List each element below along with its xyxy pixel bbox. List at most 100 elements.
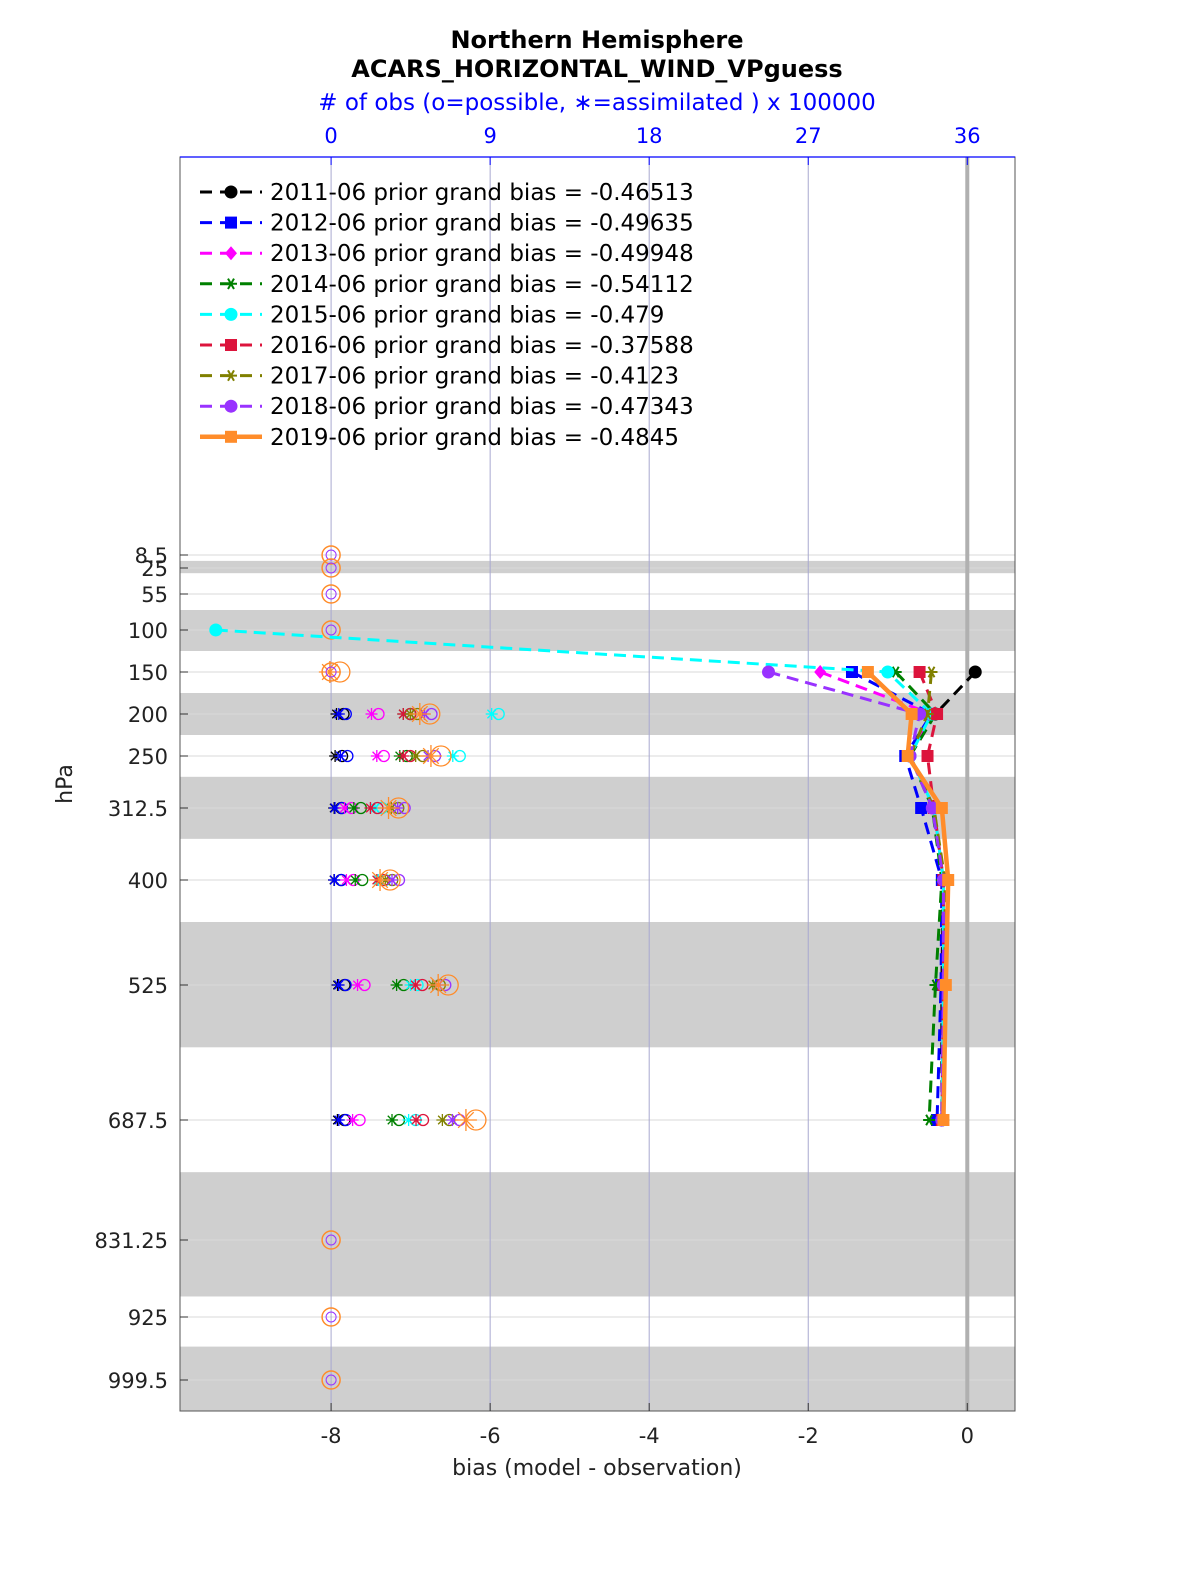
empty-obs-inner-marker bbox=[325, 562, 337, 574]
assimilated-obs-marker bbox=[351, 979, 364, 991]
series-point bbox=[209, 623, 223, 637]
top-tick-label: 9 bbox=[483, 124, 496, 148]
series-point bbox=[881, 665, 895, 679]
legend-label: 2013-06 prior grand bias = -0.49948 bbox=[270, 241, 694, 267]
y-tick-label: 25 bbox=[141, 557, 168, 581]
assimilated-obs-marker bbox=[485, 708, 498, 720]
series-point bbox=[923, 1114, 936, 1126]
assimilated-obs-marker bbox=[347, 802, 360, 814]
empty-obs-outer-marker bbox=[321, 545, 341, 565]
y-tick-label: 55 bbox=[141, 583, 168, 607]
series-point bbox=[921, 708, 934, 720]
series-point bbox=[915, 802, 928, 814]
assimilated-obs-marker bbox=[427, 974, 450, 996]
assimilated-obs-marker bbox=[364, 802, 377, 814]
assimilated-obs-marker bbox=[409, 979, 422, 991]
legend-label: 2017-06 prior grand bias = -0.4123 bbox=[270, 364, 679, 390]
series-point bbox=[905, 708, 918, 720]
assimilated-obs-marker bbox=[402, 1114, 415, 1126]
top-axis-label: # of obs (o=possible, ∗=assimilated ) x … bbox=[318, 90, 876, 116]
empty-obs-inner-marker bbox=[325, 549, 337, 561]
assimilated-obs-marker bbox=[332, 708, 345, 720]
legend-label: 2011-06 prior grand bias = -0.46513 bbox=[270, 180, 694, 206]
legend-marker bbox=[225, 278, 237, 290]
x-tick-label: -6 bbox=[480, 1424, 501, 1448]
bias-series-lines bbox=[209, 623, 982, 1127]
assimilated-obs-marker bbox=[446, 1114, 459, 1126]
empty-obs-outer-marker bbox=[321, 558, 341, 578]
empty-obs-inner-marker bbox=[325, 1311, 337, 1323]
legend-marker bbox=[225, 246, 237, 261]
assimilated-obs-marker bbox=[328, 874, 341, 886]
series-point bbox=[937, 1114, 950, 1126]
assimilated-obs-marker bbox=[446, 750, 459, 762]
legend-label: 2016-06 prior grand bias = -0.37588 bbox=[270, 333, 694, 359]
y-tick-label: 525 bbox=[128, 974, 168, 998]
y-tick-label: 925 bbox=[128, 1306, 168, 1330]
assimilated-obs-marker bbox=[349, 874, 362, 886]
legend-marker bbox=[224, 399, 238, 413]
x-tick-label: -4 bbox=[639, 1424, 660, 1448]
empty-obs-outer-marker bbox=[321, 1230, 341, 1250]
chart-subtitle: ACARS_HORIZONTAL_WIND_VPguess bbox=[351, 55, 842, 83]
legend-marker bbox=[225, 339, 237, 351]
top-tick-label: 27 bbox=[795, 124, 822, 148]
y-tick-label: 999.5 bbox=[108, 1369, 168, 1393]
legend-label: 2015-06 prior grand bias = -0.479 bbox=[270, 302, 664, 328]
legend-label: 2012-06 prior grand bias = -0.49635 bbox=[270, 211, 694, 237]
assimilated-obs-marker bbox=[454, 1109, 477, 1131]
empty-obs-outer-marker bbox=[321, 662, 341, 682]
series-point bbox=[968, 665, 982, 679]
series-point bbox=[861, 666, 874, 678]
assimilated-obs-marker bbox=[332, 979, 345, 991]
assimilated-obs-marker bbox=[365, 708, 378, 720]
assimilated-obs-marker bbox=[386, 1114, 399, 1126]
assimilated-obs-marker bbox=[346, 1114, 359, 1126]
assimilated-obs-marker bbox=[397, 708, 410, 720]
empty-obs-outer-marker bbox=[321, 584, 341, 604]
assimilated-obs-marker bbox=[328, 802, 341, 814]
y-tick-label: 831.25 bbox=[95, 1229, 168, 1253]
legend-marker bbox=[225, 430, 237, 443]
legend: 2011-06 prior grand bias = -0.46513 2012-… bbox=[200, 180, 694, 451]
top-axis-ticks: 0 9 18 27 36 bbox=[324, 124, 981, 165]
assimilated-obs-marker bbox=[377, 797, 400, 819]
assimilated-obs-marker bbox=[419, 745, 442, 767]
empty-obs-inner-marker bbox=[325, 666, 337, 678]
y-tick-label: 400 bbox=[128, 869, 168, 893]
assimilated-obs-marker bbox=[338, 802, 351, 814]
bottom-axis-ticks: -8 -6 -4 -2 0 bbox=[321, 1403, 974, 1448]
shaded-level-band bbox=[180, 1172, 1015, 1297]
empty-obs-outer-marker bbox=[321, 620, 341, 640]
series-point bbox=[939, 979, 952, 991]
shaded-level-band bbox=[180, 1346, 1015, 1411]
observation-count-markers bbox=[318, 545, 505, 1390]
level-bands bbox=[180, 560, 1015, 1411]
assimilated-obs-marker bbox=[318, 661, 341, 683]
assimilated-obs-marker bbox=[390, 979, 403, 991]
legend-label: 2018-06 prior grand bias = -0.47343 bbox=[270, 394, 694, 420]
chart-title: Northern Hemisphere bbox=[450, 26, 743, 54]
x-tick-label: -8 bbox=[321, 1424, 342, 1448]
y-tick-label: 100 bbox=[128, 619, 168, 643]
empty-obs-inner-marker bbox=[325, 1234, 337, 1246]
empty-obs-inner-marker bbox=[325, 624, 337, 636]
y-axis-label: hPa bbox=[53, 764, 78, 804]
series-point bbox=[925, 666, 938, 678]
x-tick-label: 0 bbox=[961, 1424, 974, 1448]
legend-marker bbox=[224, 307, 238, 321]
y-tick-label: 200 bbox=[128, 703, 168, 727]
x-tick-label: -2 bbox=[798, 1424, 819, 1448]
series-point bbox=[931, 708, 944, 720]
assimilated-obs-marker bbox=[409, 750, 422, 762]
series-point bbox=[889, 666, 902, 678]
shaded-level-band bbox=[180, 560, 1015, 574]
empty-obs-outer-marker bbox=[321, 1307, 341, 1327]
y-tick-label: 250 bbox=[128, 745, 168, 769]
series-point bbox=[921, 750, 934, 762]
top-tick-label: 18 bbox=[636, 124, 663, 148]
grid-lines bbox=[180, 157, 1015, 1411]
assimilated-obs-marker bbox=[408, 703, 431, 725]
top-tick-label: 0 bbox=[324, 124, 337, 148]
